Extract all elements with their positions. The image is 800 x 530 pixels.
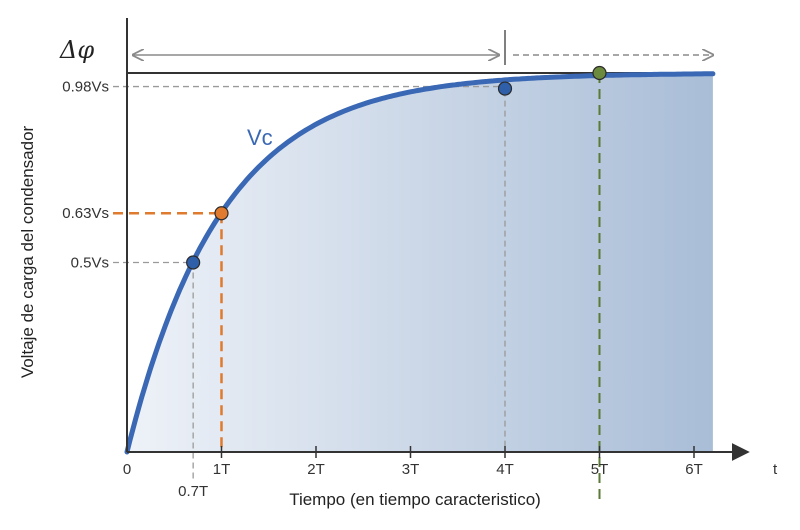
x-point-label: 0.7T [178,483,208,500]
x-axis-end-label: t [773,461,778,478]
x-axis-title: Tiempo (en tiempo caracteristico) [289,490,541,509]
x-tick-label: 5T [591,461,609,478]
y-tick-label: 0.5Vs [71,255,109,272]
x-tick-label: 2T [307,461,325,478]
marked-point [214,206,229,221]
y-tick-label: 0.63Vs [62,205,109,222]
x-tick-label: 0 [123,461,131,478]
x-ticks: 0 1T 2T 3T 4T 5T 6T [123,446,703,478]
delta-phi-label: Δφ [59,36,94,64]
y-labels: 0.5Vs 0.7T 0.63Vs 0.98Vs [62,79,208,500]
x-tick-label: 3T [402,461,420,478]
marked-point [186,255,201,270]
marked-points [186,65,607,270]
x-tick-label: 4T [496,461,514,478]
marked-point [592,65,607,81]
x-tick-label: 1T [213,461,231,478]
guide-lines [113,73,601,500]
series-vc-label: Vc [247,125,273,150]
y-axis-title: Voltaje de carga del condensador [18,125,37,378]
area-under-curve [127,73,713,453]
x-tick-label: 6T [685,461,703,478]
y-tick-label: 0.98Vs [62,79,109,96]
marked-point [497,81,513,96]
